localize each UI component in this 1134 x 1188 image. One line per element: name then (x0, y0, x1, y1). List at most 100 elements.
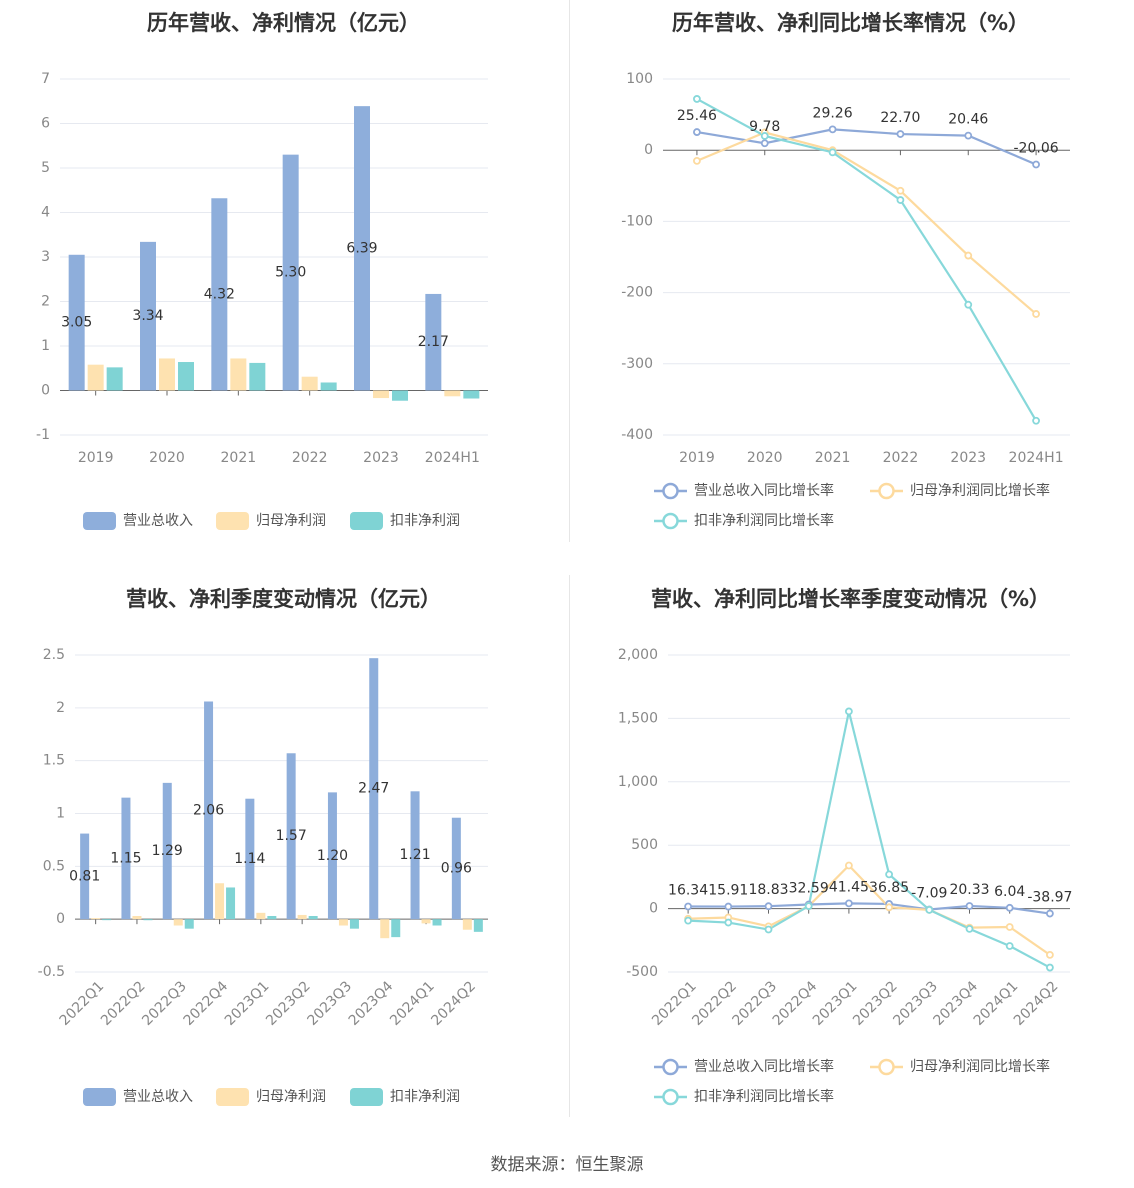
revenue-growth-point (764, 902, 773, 911)
deducted-profit-growth-point (1045, 963, 1054, 972)
revenue-growth-point (896, 130, 905, 138)
deducted-profit-growth-line (688, 711, 1051, 969)
net-profit-growth-point (693, 156, 701, 165)
legend-label: 营业总收入 (123, 1089, 193, 1105)
x-tick-label: 2024H1 (425, 450, 480, 466)
deducted-profit-bar (473, 919, 483, 932)
x-tick-label: 2024Q2 (1011, 978, 1062, 1029)
net-profit-bar (159, 358, 175, 391)
revenue-data-label: 1.57 (276, 828, 307, 844)
y-tick-label: 1.5 (43, 753, 65, 769)
revenue-bar (282, 154, 299, 391)
revenue-growth-data-label: 18.83 (748, 882, 788, 898)
revenue-data-label: 3.05 (61, 315, 92, 331)
y-tick-label: -0.5 (38, 964, 65, 980)
revenue-growth-point (760, 139, 769, 148)
legend-label: 扣非净利润同比增长率 (694, 512, 834, 529)
revenue-growth-point (1045, 909, 1054, 918)
legend-label: 扣非净利润同比增长率 (694, 1088, 834, 1105)
x-tick-label: 2023Q2 (263, 978, 314, 1029)
legend-label: 营业总收入 (123, 513, 193, 529)
revenue-bar (211, 198, 228, 391)
legend-label: 营业总收入同比增长率 (694, 1058, 834, 1075)
revenue-bar (369, 658, 379, 920)
legend-marker (662, 1058, 679, 1076)
legend-label: 扣非净利润 (390, 513, 460, 529)
deducted-profit-bar (178, 362, 194, 391)
deducted-profit-growth-point (925, 905, 934, 914)
legend-swatch (83, 512, 116, 530)
legend-marker (878, 482, 895, 500)
net-profit-bar (230, 358, 247, 391)
deducted-profit-bar (432, 919, 442, 926)
net-profit-bar (256, 912, 266, 920)
legend-marker (662, 512, 679, 530)
net-profit-bar (87, 364, 104, 391)
revenue-growth-data-label: 22.70 (880, 110, 920, 126)
y-tick-label: 0 (41, 383, 50, 399)
chart-title: 历年营收、净利情况（亿元） (147, 11, 420, 35)
revenue-data-label: 0.81 (69, 868, 100, 884)
revenue-data-label: 1.20 (317, 848, 348, 864)
y-tick-label: 2 (56, 700, 65, 716)
revenue-growth-line (688, 902, 1051, 915)
y-tick-label: 500 (631, 837, 658, 853)
deducted-profit-bar (391, 919, 401, 938)
revenue-bar (451, 817, 461, 920)
revenue-growth-data-label: 15.91 (708, 883, 748, 899)
deducted-profit-bar (308, 915, 318, 920)
revenue-growth-data-label: 36.85 (869, 880, 909, 896)
deducted-profit-growth-point (896, 196, 905, 204)
x-tick-label: 2023Q3 (305, 978, 356, 1029)
net-profit-growth-line (696, 131, 1037, 315)
net-profit-bar (91, 918, 101, 920)
y-tick-label: 0 (56, 911, 65, 927)
revenue-bar (286, 753, 296, 920)
x-tick-label: 2020 (149, 450, 185, 466)
net-profit-growth-point (1045, 950, 1054, 959)
y-tick-label: 3 (41, 249, 50, 265)
revenue-bar (68, 254, 85, 391)
deducted-profit-growth-point (724, 918, 733, 927)
revenue-bar (204, 701, 214, 920)
y-tick-label: 6 (41, 116, 50, 132)
y-tick-label: 100 (626, 71, 653, 87)
legend-swatch (83, 1088, 116, 1106)
y-tick-label: 1 (41, 338, 50, 354)
annual-revenue-profit-chart: 历年营收、净利情况（亿元） -1 0 1 2 3 4 5 6 7 2019 2020 2021 2022 2… (0, 0, 567, 575)
legend-swatch (216, 512, 249, 530)
deducted-profit-growth-point (1032, 416, 1040, 425)
deducted-profit-bar (349, 919, 359, 929)
x-tick-label: 2019 (78, 450, 114, 466)
revenue-growth-line (696, 128, 1037, 166)
revenue-bar (121, 797, 131, 920)
y-tick-label: 7 (41, 71, 50, 87)
net-profit-growth-point (964, 251, 973, 260)
revenue-growth-data-label: -7.09 (911, 885, 947, 901)
net-profit-growth-point (896, 186, 905, 195)
net-profit-bar (380, 919, 390, 939)
deducted-profit-bar (463, 390, 480, 399)
deducted-profit-growth-point (693, 95, 701, 103)
x-tick-label: 2019 (679, 450, 715, 466)
annual-growth-rate-svg: 历年营收、净利同比增长率情况（%） -400 -300 -200 -100 0 100 201… (621, 11, 1070, 530)
net-profit-bar (444, 390, 461, 397)
revenue-data-label: 1.29 (152, 843, 183, 859)
x-tick-label: 2022 (883, 450, 919, 466)
deducted-profit-bar (249, 362, 266, 391)
deducted-profit-bar (106, 367, 123, 391)
revenue-growth-point (844, 899, 853, 908)
revenue-bar (410, 791, 420, 920)
y-tick-label: -300 (621, 356, 653, 372)
revenue-growth-data-label: 6.04 (994, 884, 1025, 900)
x-tick-label: 2022Q4 (181, 978, 232, 1029)
source-footer: 数据来源：恒生聚源 (490, 1155, 644, 1175)
deducted-profit-bar (320, 382, 337, 391)
revenue-growth-data-label: 9.78 (749, 119, 780, 135)
revenue-growth-data-label: 20.33 (949, 882, 989, 898)
deducted-profit-bar (392, 390, 408, 401)
x-tick-label: 2022Q3 (139, 978, 190, 1029)
net-profit-growth-point (844, 861, 853, 870)
net-profit-bar (297, 914, 307, 920)
deducted-profit-growth-point (804, 902, 813, 910)
